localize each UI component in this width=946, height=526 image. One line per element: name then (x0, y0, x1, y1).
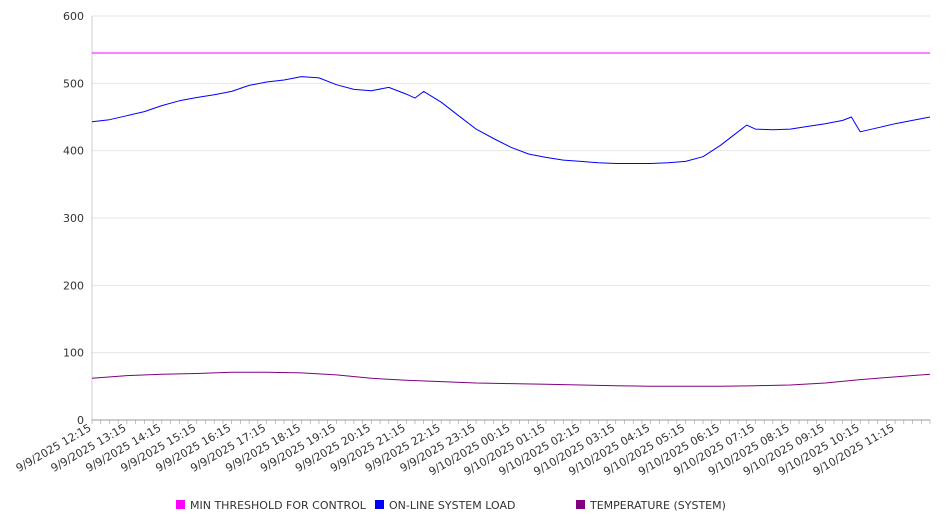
legend-swatch (375, 500, 384, 509)
legend-label: TEMPERATURE (SYSTEM) (589, 499, 726, 512)
series-lines (91, 52, 931, 387)
y-axis-tick-labels: 0 100 200 300 400 500 600 (63, 10, 84, 427)
axes (91, 16, 931, 424)
y-tick-label: 500 (63, 77, 84, 90)
legend-label: MIN THRESHOLD FOR CONTROL (190, 499, 367, 512)
series-line-2 (91, 76, 931, 164)
series-line-3 (91, 371, 931, 387)
grid-lines (92, 15, 930, 354)
y-tick-label: 200 (63, 279, 84, 292)
legend: MIN THRESHOLD FOR CONTROL ON-LINE SYSTEM … (176, 499, 726, 512)
legend-swatch (576, 500, 585, 509)
y-tick-label: 0 (77, 414, 84, 427)
y-tick-label: 600 (63, 10, 84, 23)
y-tick-label: 300 (63, 212, 84, 225)
y-tick-label: 100 (63, 347, 84, 360)
legend-swatch (176, 500, 185, 509)
legend-label: ON-LINE SYSTEM LOAD (389, 499, 515, 512)
y-tick-label: 400 (63, 145, 84, 158)
x-axis-tick-labels: 9/9/2025 12:159/9/2025 13:159/9/2025 14:… (14, 421, 897, 478)
